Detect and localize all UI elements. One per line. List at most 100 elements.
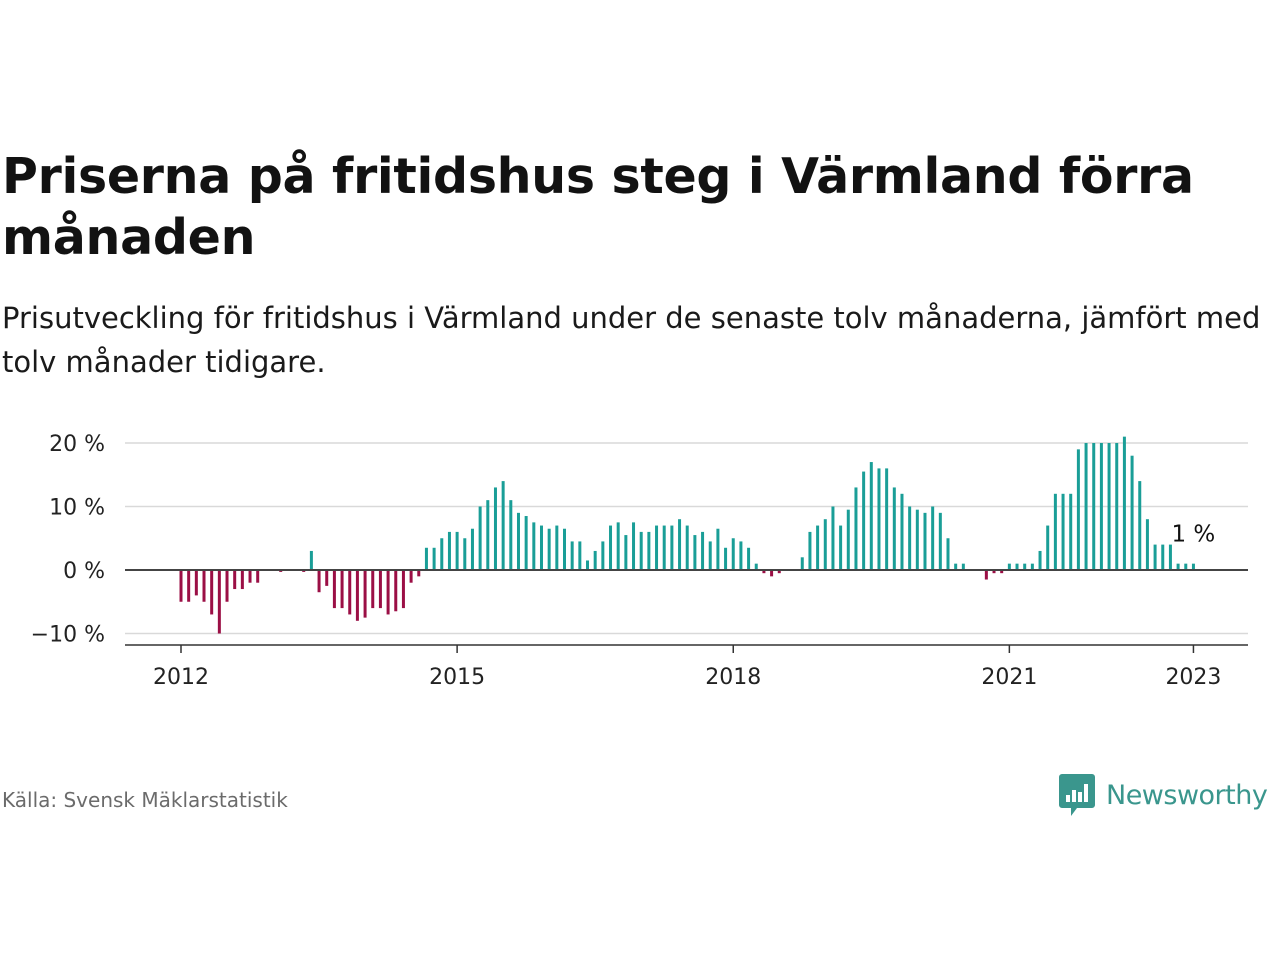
bar xyxy=(1053,493,1057,570)
bar xyxy=(1084,443,1088,570)
bar xyxy=(1122,436,1126,570)
bar xyxy=(946,538,950,570)
bar xyxy=(401,570,405,609)
bar xyxy=(632,522,636,570)
bar xyxy=(539,525,543,570)
bar xyxy=(823,519,827,570)
bar xyxy=(555,525,559,570)
bar xyxy=(179,570,183,602)
bar xyxy=(915,509,919,570)
brand-name: Newsworthy xyxy=(1106,779,1268,811)
bar xyxy=(1191,563,1195,570)
bar xyxy=(524,516,528,570)
bar xyxy=(470,528,474,570)
bar xyxy=(1007,563,1011,570)
bar xyxy=(417,570,421,577)
bar xyxy=(754,563,758,570)
bar xyxy=(846,509,850,570)
bar-chart: −10 % 0 % 10 % 20 % 2012 2015 2018 2021 2023 1 % xyxy=(31,432,1248,690)
bar xyxy=(731,538,735,570)
bar xyxy=(248,570,252,583)
bar xyxy=(1168,544,1172,570)
x-tick-label: 2023 xyxy=(1165,665,1221,690)
bar xyxy=(586,560,590,570)
bar xyxy=(409,570,413,583)
bar xyxy=(1076,449,1080,570)
bar xyxy=(908,506,912,570)
bar xyxy=(739,541,743,570)
latest-value-label: 1 % xyxy=(1171,522,1215,548)
bar xyxy=(1115,443,1119,570)
bar xyxy=(1038,550,1042,570)
bar xyxy=(1138,481,1142,570)
bar xyxy=(225,570,229,602)
bar xyxy=(355,570,359,621)
x-tick-label: 2021 xyxy=(981,665,1037,690)
bar xyxy=(317,570,321,593)
bar xyxy=(325,570,329,586)
bar xyxy=(486,500,490,570)
bar xyxy=(570,541,574,570)
bar xyxy=(877,468,881,570)
bar xyxy=(992,570,996,574)
bar xyxy=(961,563,965,570)
bar xyxy=(938,512,942,570)
source-note: Källa: Svensk Mäklarstatistik xyxy=(2,788,288,812)
bars xyxy=(179,436,1195,634)
bar xyxy=(194,570,198,596)
bar-chart-speech-bubble-icon xyxy=(1059,774,1095,816)
bar xyxy=(371,570,375,609)
bar xyxy=(900,493,904,570)
bar xyxy=(1015,563,1019,570)
bar xyxy=(724,547,728,570)
bar xyxy=(716,528,720,570)
bar xyxy=(501,481,505,570)
bar xyxy=(1069,493,1073,570)
bar xyxy=(808,531,812,570)
bar xyxy=(892,487,896,570)
bar xyxy=(639,531,643,570)
bar xyxy=(862,471,866,570)
bar xyxy=(394,570,398,612)
bar xyxy=(816,525,820,570)
bar xyxy=(348,570,352,615)
bar xyxy=(670,525,674,570)
bar xyxy=(478,506,482,570)
y-tick-label: 20 % xyxy=(49,432,105,457)
brand-logo: Newsworthy xyxy=(1058,772,1268,818)
bar xyxy=(440,538,444,570)
bar xyxy=(340,570,344,609)
bar xyxy=(954,563,958,570)
bar xyxy=(609,525,613,570)
bar xyxy=(647,531,651,570)
bar xyxy=(447,531,451,570)
bar xyxy=(563,528,566,570)
bar xyxy=(708,541,712,570)
bar xyxy=(363,570,367,618)
bar xyxy=(685,525,689,570)
x-tick-label: 2018 xyxy=(705,665,761,690)
labels: −10 % 0 % 10 % 20 % 2012 2015 2018 2021 2023 1 % xyxy=(31,432,1222,690)
bar xyxy=(777,570,781,574)
bar xyxy=(233,570,237,590)
bar xyxy=(256,570,260,583)
bar xyxy=(1176,563,1180,570)
bar xyxy=(747,547,751,570)
bar xyxy=(493,487,497,570)
bar xyxy=(1030,563,1034,570)
bar xyxy=(463,538,467,570)
x-tick-label: 2012 xyxy=(153,665,209,690)
bar xyxy=(869,462,873,570)
bar xyxy=(509,500,513,570)
bar xyxy=(1046,525,1050,570)
bar xyxy=(378,570,382,609)
bar xyxy=(854,487,858,570)
bar xyxy=(1092,443,1096,570)
gridlines xyxy=(125,442,1248,635)
bar xyxy=(217,570,221,634)
bar xyxy=(624,535,628,570)
bar xyxy=(1000,570,1004,574)
bar xyxy=(187,570,191,602)
bar xyxy=(678,519,682,570)
bar xyxy=(593,550,597,570)
